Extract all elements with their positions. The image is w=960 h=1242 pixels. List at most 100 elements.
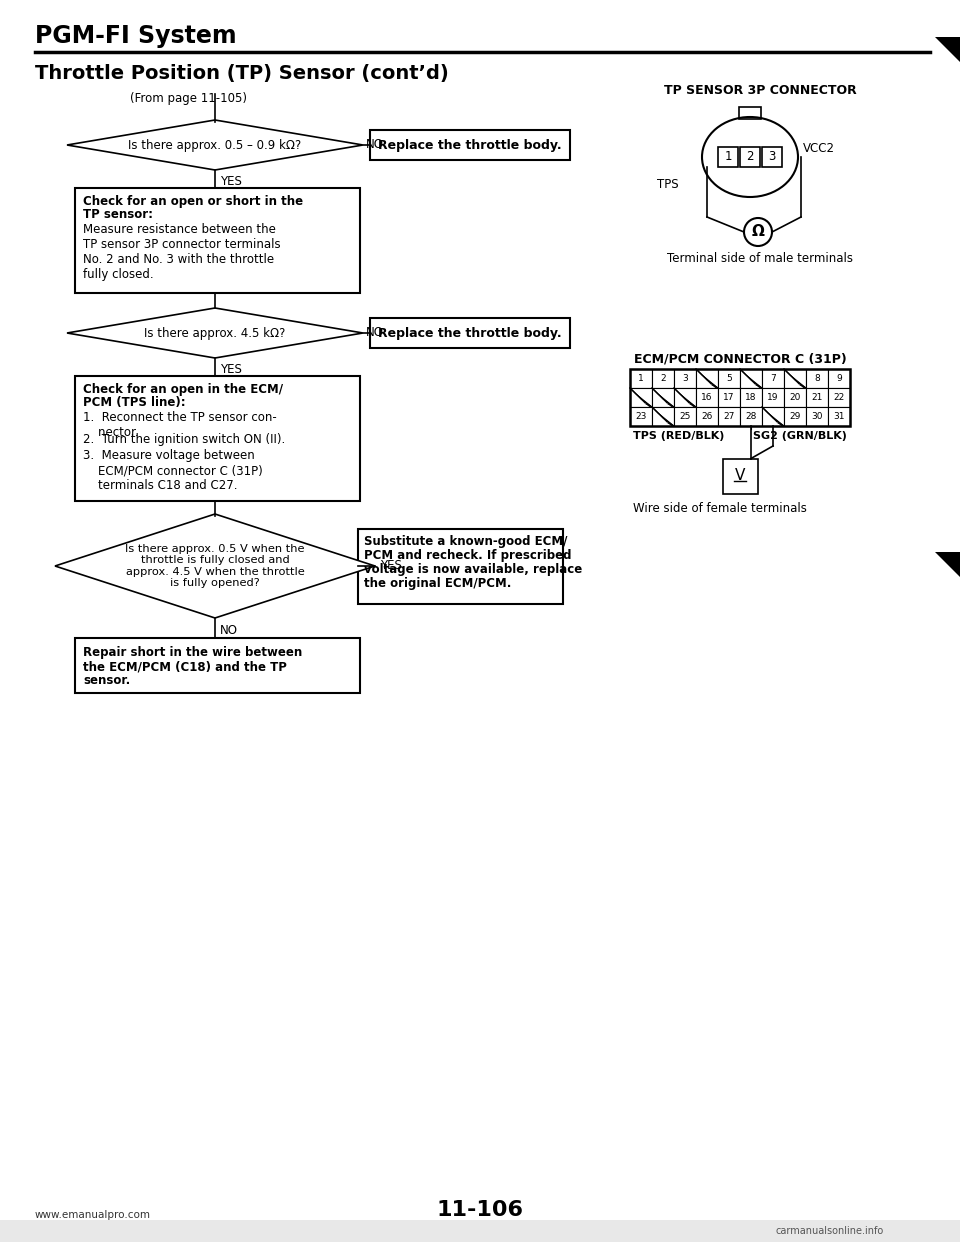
Polygon shape — [935, 551, 960, 578]
Text: PCM and recheck. If prescribed: PCM and recheck. If prescribed — [364, 549, 571, 563]
FancyBboxPatch shape — [828, 369, 850, 388]
Text: (From page 11-105): (From page 11-105) — [130, 92, 247, 106]
Text: PCM (TPS line):: PCM (TPS line): — [83, 396, 185, 409]
Text: 26: 26 — [702, 412, 712, 421]
Text: YES: YES — [220, 175, 242, 188]
FancyBboxPatch shape — [630, 369, 652, 388]
FancyBboxPatch shape — [370, 130, 570, 160]
FancyBboxPatch shape — [696, 407, 718, 426]
Text: voltage is now available, replace: voltage is now available, replace — [364, 564, 583, 576]
Text: VCC2: VCC2 — [803, 143, 835, 155]
Polygon shape — [67, 308, 363, 358]
Text: Check for an open in the ECM/: Check for an open in the ECM/ — [83, 383, 283, 396]
FancyBboxPatch shape — [674, 388, 696, 407]
FancyBboxPatch shape — [718, 388, 740, 407]
FancyBboxPatch shape — [630, 407, 652, 426]
FancyBboxPatch shape — [696, 388, 718, 407]
Text: SG2 (GRN/BLK): SG2 (GRN/BLK) — [754, 431, 847, 441]
FancyBboxPatch shape — [784, 388, 806, 407]
FancyBboxPatch shape — [784, 407, 806, 426]
Text: Is there approx. 0.5 V when the
throttle is fully closed and
approx. 4.5 V when : Is there approx. 0.5 V when the throttle… — [125, 544, 304, 589]
Text: 20: 20 — [789, 392, 801, 402]
Text: 3.  Measure voltage between
    ECM/PCM connector C (31P)
    terminals C18 and : 3. Measure voltage between ECM/PCM conne… — [83, 450, 263, 492]
Text: 21: 21 — [811, 392, 823, 402]
Polygon shape — [67, 120, 363, 170]
Text: 19: 19 — [767, 392, 779, 402]
Text: Is there approx. 4.5 kΩ?: Is there approx. 4.5 kΩ? — [144, 327, 286, 339]
Text: 22: 22 — [833, 392, 845, 402]
FancyBboxPatch shape — [652, 407, 674, 426]
Text: YES: YES — [220, 363, 242, 376]
FancyBboxPatch shape — [828, 388, 850, 407]
Text: 3: 3 — [768, 150, 776, 164]
Text: 27: 27 — [723, 412, 734, 421]
Text: Terminal side of male terminals: Terminal side of male terminals — [667, 252, 853, 265]
Text: V: V — [734, 468, 745, 483]
Text: carmanualsonline.info: carmanualsonline.info — [776, 1226, 884, 1236]
Text: 18: 18 — [745, 392, 756, 402]
Text: 17: 17 — [723, 392, 734, 402]
FancyBboxPatch shape — [75, 376, 360, 501]
FancyBboxPatch shape — [718, 407, 740, 426]
Text: 1.  Reconnect the TP sensor con-
    nector.: 1. Reconnect the TP sensor con- nector. — [83, 411, 276, 438]
Text: 28: 28 — [745, 412, 756, 421]
FancyBboxPatch shape — [806, 369, 828, 388]
Text: 29: 29 — [789, 412, 801, 421]
Text: YES: YES — [380, 559, 402, 573]
FancyBboxPatch shape — [75, 638, 360, 693]
FancyBboxPatch shape — [652, 369, 674, 388]
Text: 30: 30 — [811, 412, 823, 421]
Text: Wire side of female terminals: Wire side of female terminals — [633, 502, 807, 514]
FancyBboxPatch shape — [0, 1220, 960, 1242]
Text: 2: 2 — [660, 374, 666, 383]
Text: www.emanualpro.com: www.emanualpro.com — [35, 1210, 151, 1220]
Text: 16: 16 — [701, 392, 712, 402]
Text: TPS: TPS — [657, 179, 679, 191]
FancyBboxPatch shape — [739, 107, 761, 119]
FancyBboxPatch shape — [740, 407, 762, 426]
Text: sensor.: sensor. — [83, 674, 131, 687]
Text: NO: NO — [220, 623, 238, 637]
Text: the ECM/PCM (C18) and the TP: the ECM/PCM (C18) and the TP — [83, 660, 287, 673]
Text: 7: 7 — [770, 374, 776, 383]
FancyBboxPatch shape — [740, 369, 762, 388]
FancyBboxPatch shape — [370, 318, 570, 348]
Text: Substitute a known-good ECM/: Substitute a known-good ECM/ — [364, 535, 567, 549]
Text: TPS (RED/BLK): TPS (RED/BLK) — [633, 431, 725, 441]
Text: NO: NO — [366, 325, 384, 339]
Text: 8: 8 — [814, 374, 820, 383]
FancyBboxPatch shape — [630, 388, 652, 407]
Text: 11-106: 11-106 — [437, 1200, 523, 1220]
FancyBboxPatch shape — [696, 369, 718, 388]
Text: 3: 3 — [683, 374, 688, 383]
Polygon shape — [935, 37, 960, 62]
FancyBboxPatch shape — [762, 369, 784, 388]
Text: 23: 23 — [636, 412, 647, 421]
FancyBboxPatch shape — [75, 188, 360, 293]
Text: PGM-FI System: PGM-FI System — [35, 24, 236, 48]
FancyBboxPatch shape — [806, 407, 828, 426]
Text: 1: 1 — [638, 374, 644, 383]
FancyBboxPatch shape — [674, 407, 696, 426]
Text: Measure resistance between the
TP sensor 3P connector terminals
No. 2 and No. 3 : Measure resistance between the TP sensor… — [83, 224, 280, 281]
FancyBboxPatch shape — [784, 369, 806, 388]
Text: Check for an open or short in the: Check for an open or short in the — [83, 195, 303, 207]
Text: 2.  Turn the ignition switch ON (II).: 2. Turn the ignition switch ON (II). — [83, 433, 285, 446]
Text: 2: 2 — [746, 150, 754, 164]
Text: NO: NO — [366, 138, 384, 152]
FancyBboxPatch shape — [723, 458, 757, 493]
FancyBboxPatch shape — [740, 147, 760, 166]
Text: 1: 1 — [724, 150, 732, 164]
Text: 31: 31 — [833, 412, 845, 421]
Text: Is there approx. 0.5 – 0.9 kΩ?: Is there approx. 0.5 – 0.9 kΩ? — [129, 139, 301, 152]
Text: TP SENSOR 3P CONNECTOR: TP SENSOR 3P CONNECTOR — [663, 84, 856, 97]
FancyBboxPatch shape — [828, 407, 850, 426]
FancyBboxPatch shape — [674, 369, 696, 388]
Text: 9: 9 — [836, 374, 842, 383]
FancyBboxPatch shape — [718, 369, 740, 388]
Text: 25: 25 — [680, 412, 690, 421]
Text: ECM/PCM CONNECTOR C (31P): ECM/PCM CONNECTOR C (31P) — [634, 351, 847, 365]
FancyBboxPatch shape — [762, 147, 782, 166]
FancyBboxPatch shape — [740, 388, 762, 407]
Text: Replace the throttle body.: Replace the throttle body. — [378, 327, 562, 339]
